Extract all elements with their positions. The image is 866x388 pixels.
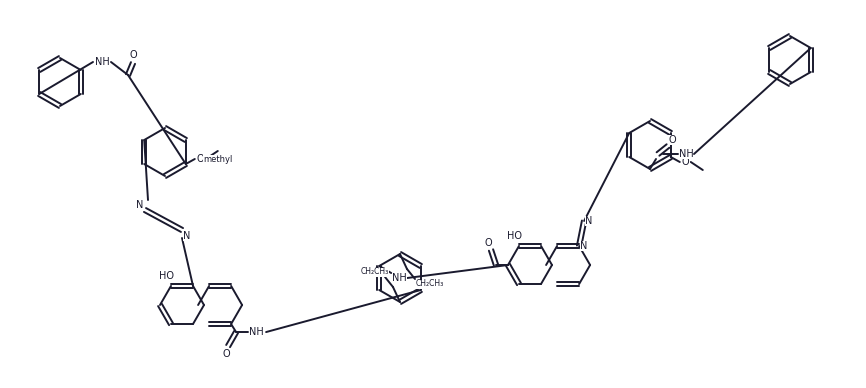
Text: O: O <box>223 349 229 359</box>
Text: NH: NH <box>94 57 109 67</box>
Text: N: N <box>585 216 593 226</box>
Text: HO: HO <box>507 231 521 241</box>
Text: HO: HO <box>158 271 173 281</box>
Text: O: O <box>682 157 689 167</box>
Text: O: O <box>484 238 492 248</box>
Text: O: O <box>669 135 675 145</box>
Text: NH: NH <box>679 149 694 159</box>
Text: methyl: methyl <box>204 154 232 163</box>
Text: NH: NH <box>391 273 407 283</box>
Text: NH: NH <box>249 327 263 337</box>
Text: N: N <box>184 231 191 241</box>
Text: CH₂CH₃: CH₂CH₃ <box>416 279 444 289</box>
Text: CH₂CH₃: CH₂CH₃ <box>361 267 389 277</box>
Text: O: O <box>197 154 204 164</box>
Text: N: N <box>136 200 144 210</box>
Text: N: N <box>580 241 588 251</box>
Text: O: O <box>129 50 137 60</box>
